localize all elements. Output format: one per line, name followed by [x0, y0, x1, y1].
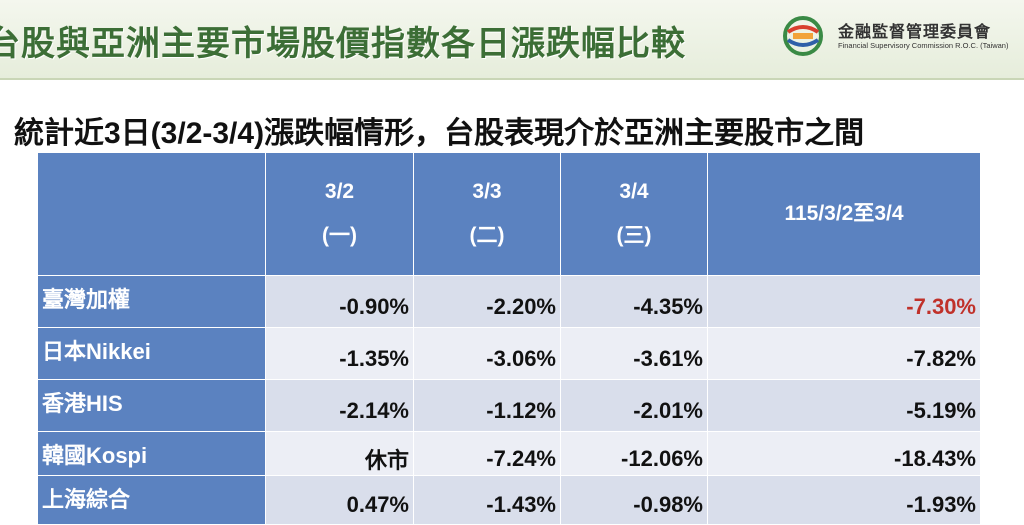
cell-value: -1.93% [707, 475, 981, 525]
cell-value: -2.20% [413, 275, 561, 328]
table-row: 臺灣加權 -0.90% -2.20% -4.35% -7.30% [37, 275, 981, 328]
column-header: 3/2 (一) [265, 152, 414, 276]
cell-value: -2.01% [560, 379, 708, 432]
row-label: 香港HIS [37, 379, 266, 432]
logo-name: 金融監督管理委員會 [838, 24, 992, 41]
cell-value: 0.47% [265, 475, 414, 525]
row-label: 韓國Kospi [37, 431, 266, 476]
row-label: 上海綜合 [37, 475, 266, 525]
cell-value: -3.06% [413, 327, 561, 380]
cell-value: -1.43% [413, 475, 561, 525]
table-row: 韓國Kospi 休市 -7.24% -12.06% -18.43% [37, 431, 981, 476]
table-row: 上海綜合 0.47% -1.43% -0.98% -1.93% [37, 475, 981, 525]
subtitle: 統計近3日(3/2-3/4)漲跌幅情形，台股表現介於亞洲主要股市之間 [14, 117, 865, 150]
cell-value: -7.24% [413, 431, 561, 476]
column-header: 3/3 (二) [413, 152, 561, 276]
title-bar: 台股與亞洲主要市場股價指數各日漲跌幅比較 金融監督管理委員會 Financial… [0, 0, 1024, 80]
column-date: 3/2 [324, 180, 355, 203]
logo-icon [783, 16, 823, 56]
cell-value: -0.90% [265, 275, 414, 328]
slide-title: 台股與亞洲主要市場股價指數各日漲跌幅比較 [0, 25, 686, 63]
table-row: 香港HIS -2.14% -1.12% -2.01% -5.19% [37, 379, 981, 432]
logo-english: Financial Supervisory Commission R.O.C. … [838, 41, 1009, 50]
cell-value: -1.35% [265, 327, 414, 380]
cell-value: -18.43% [707, 431, 981, 476]
row-label: 日本Nikkei [37, 327, 266, 380]
column-weekday: (一) [322, 224, 357, 247]
cell-value: -1.12% [413, 379, 561, 432]
cell-value: -2.14% [265, 379, 414, 432]
cell-value: -12.06% [560, 431, 708, 476]
column-weekday: (三) [616, 224, 652, 247]
cell-value: -7.30% [707, 275, 981, 328]
cell-value: -3.61% [560, 327, 708, 380]
cell-value: -4.35% [560, 275, 708, 328]
column-header: 3/4 (三) [560, 152, 708, 276]
column-date: 115/3/2至3/4 [784, 202, 904, 225]
column-date: 3/4 [619, 180, 649, 203]
header-row: 3/2 (一) 3/3 (二) 3/4 (三) 115/3/2至3/4 [37, 152, 981, 276]
column-date: 3/3 [472, 180, 502, 203]
table-row: 日本Nikkei -1.35% -3.06% -3.61% -7.82% [37, 327, 981, 380]
corner-cell [37, 152, 266, 276]
column-header: 115/3/2至3/4 [707, 152, 981, 276]
cell-value: 休市 [265, 431, 414, 476]
cell-value: -0.98% [560, 475, 708, 525]
logo: 金融監督管理委員會 Financial Supervisory Commissi… [776, 14, 1024, 58]
cell-value: -7.82% [707, 327, 981, 380]
data-table: 3/2 (一) 3/3 (二) 3/4 (三) 115/3/2至3/4 臺灣加權 -0.90%… [37, 152, 981, 525]
column-weekday: (二) [469, 224, 505, 247]
row-label: 臺灣加權 [37, 275, 266, 328]
cell-value: -5.19% [707, 379, 981, 432]
